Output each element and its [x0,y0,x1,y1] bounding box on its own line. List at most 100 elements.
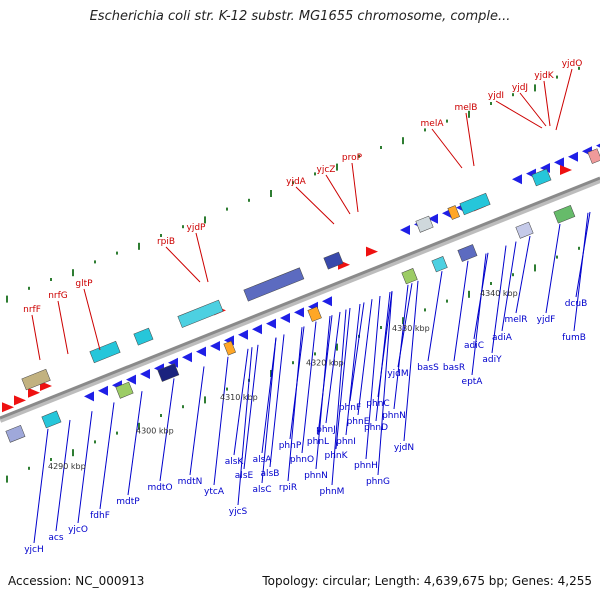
minus-gene-arrow [280,313,290,323]
minus-gene-arrow [196,346,206,357]
tick-mark [314,352,316,356]
leader-line [237,347,253,506]
gene-label-nrfG[interactable]: nrfG [48,291,68,301]
tick-mark [380,146,382,149]
gene-label-rpiB[interactable]: rpiB [157,237,175,247]
tick-mark [6,295,8,303]
gene-label-rpiR[interactable]: rpiR [279,483,297,493]
gene-block [223,340,236,356]
gene-label-melR[interactable]: melR [504,315,527,325]
gene-label-yjdM[interactable]: yjdM [387,369,408,379]
gene-label-phnM[interactable]: phnM [320,487,345,497]
minus-gene-arrow [322,296,332,307]
minus-gene-arrow [400,225,410,235]
leader-line [543,80,551,127]
gene-label-yjcO[interactable]: yjcO [68,525,88,535]
gene-label-phnN[interactable]: phnN [304,471,328,481]
gene-label-eptA[interactable]: eptA [462,377,484,387]
gene-label-dcuB[interactable]: dcuB [565,299,588,309]
gene-label-yjcZ[interactable]: yjcZ [317,165,336,175]
leader-line [519,92,547,127]
tick-mark [490,102,492,105]
tick-mark [204,216,206,224]
gene-label-melA[interactable]: melA [421,119,445,129]
gene-label-basR[interactable]: basR [443,363,465,373]
gene-label-yjdN[interactable]: yjdN [394,443,414,453]
leader-line [501,241,517,332]
gene-label-phnE[interactable]: phnE [347,417,370,427]
gene-label-phnG[interactable]: phnG [366,477,390,487]
leader-line [295,186,335,225]
gene-block [323,251,344,270]
tick-mark [226,387,228,391]
gene-label-gltP[interactable]: gltP [75,279,93,289]
plus-gene-arrow [366,246,378,257]
gene-label-alsK[interactable]: alsK [225,457,245,467]
gene-label-acs[interactable]: acs [48,533,63,543]
gene-label-alsB[interactable]: alsB [261,469,280,479]
tick-mark [270,190,272,197]
gene-block [415,215,434,233]
gene-label-basS[interactable]: basS [417,363,439,373]
gene-label-phnN2[interactable]: phnN [382,411,406,421]
minus-gene-arrow [238,329,248,340]
gene-label-proP[interactable]: proP [342,153,363,163]
gene-label-nrfF[interactable]: nrfF [23,305,41,315]
gene-block [447,205,460,220]
tick-mark [534,264,536,272]
kbp-marker-label: 4330 kbp [392,324,430,333]
minus-gene-arrow [252,324,262,335]
gene-label-phnH[interactable]: phnH [354,461,378,471]
gene-label-yjdO[interactable]: yjdO [562,59,583,69]
gene-label-adiA[interactable]: adiA [492,333,513,343]
gene-label-phnF[interactable]: phnF [339,403,361,413]
gene-label-phnJ[interactable]: phnJ [316,425,336,435]
minus-gene-arrow [596,143,600,148]
gene-label-yjcS[interactable]: yjcS [229,507,248,517]
gene-label-mdtP[interactable]: mdtP [116,497,140,507]
gene-label-yjdP[interactable]: yjdP [187,223,207,233]
gene-block [21,368,51,391]
gene-label-mdtO[interactable]: mdtO [147,483,172,493]
leader-line [261,337,277,484]
leader-line [77,411,93,524]
tick-mark [336,343,338,351]
tick-mark [72,449,74,457]
gene-label-ytcA[interactable]: ytcA [204,487,225,497]
tick-mark [50,458,52,461]
gene-label-adiY[interactable]: adiY [482,355,502,365]
leader-line [127,391,143,496]
label-leaders [31,68,591,544]
leader-line [99,402,115,510]
gene-label-phnK[interactable]: phnK [324,451,348,461]
plus-gene-arrow [2,402,14,413]
gene-label-yjdI[interactable]: yjdI [488,91,504,101]
gene-label-phnL[interactable]: phnL [307,437,329,447]
gene-label-fdhF[interactable]: fdhF [90,511,110,521]
tick-mark [578,246,580,250]
leader-line [573,212,589,332]
gene-label-yjdA[interactable]: yjdA [286,177,307,187]
tick-mark [424,128,426,132]
gene-label-alsC[interactable]: alsC [253,485,272,495]
gene-label-mdtN[interactable]: mdtN [178,477,203,487]
gene-label-yjdJ[interactable]: yjdJ [512,83,528,93]
minus-gene-arrow [210,341,220,351]
gene-label-alsA[interactable]: alsA [253,455,273,465]
gene-label-phnP[interactable]: phnP [279,441,302,451]
leader-line [403,280,419,442]
leader-line [431,128,463,169]
gene-label-yjdF[interactable]: yjdF [537,315,556,325]
gene-label-phnC[interactable]: phnC [366,399,389,409]
gene-label-yjcH[interactable]: yjcH [24,545,44,555]
gene-label-yjdK[interactable]: yjdK [534,71,555,81]
gene-label-phnD[interactable]: phnD [364,423,388,433]
gene-label-melB[interactable]: melB [455,103,478,113]
gene-label-phnO[interactable]: phnO [290,455,314,465]
gene-label-phnI[interactable]: phnI [336,437,356,447]
gene-label-fumB[interactable]: fumB [562,333,586,343]
gene-label-alsE[interactable]: alsE [235,471,254,481]
gene-label-adiC[interactable]: adiC [464,341,484,351]
kbp-marker-label: 4340 kbp [480,289,518,298]
